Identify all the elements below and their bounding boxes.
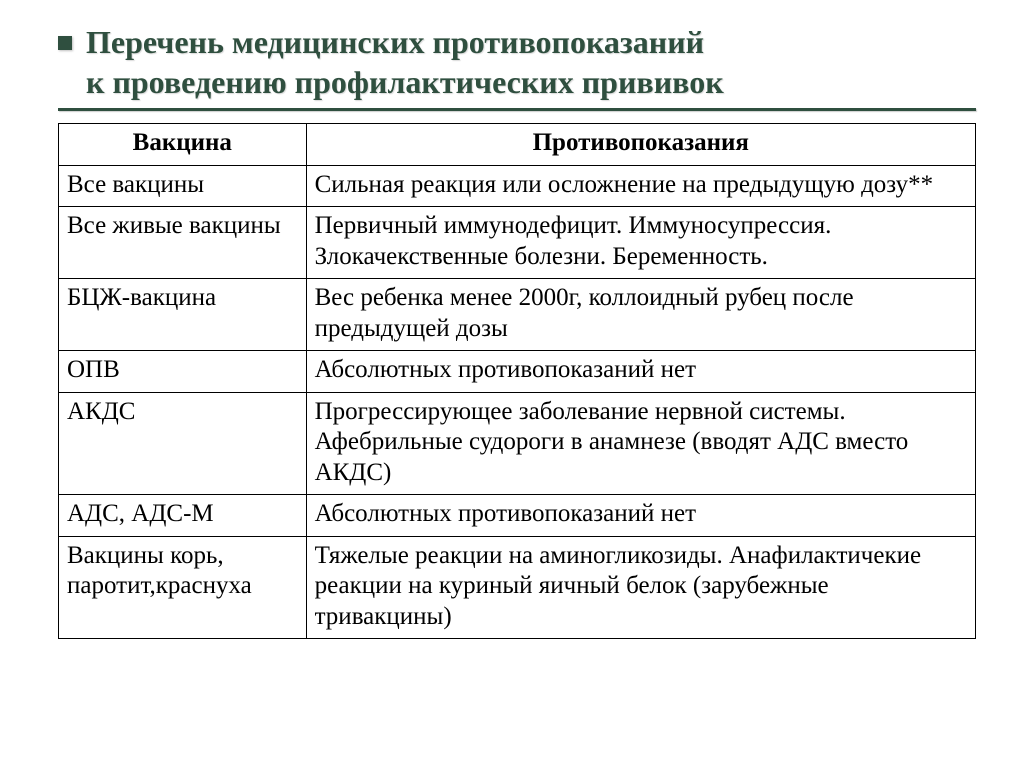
slide: { "title": { "line1": "Перечень медицинс… bbox=[0, 0, 1024, 768]
title-line1: Перечень медицинских противопоказаний bbox=[86, 24, 704, 60]
table-row: Все вакцины Сильная реакция или осложнен… bbox=[59, 165, 976, 207]
title-block: Перечень медицинских противопоказаний к … bbox=[58, 22, 976, 111]
cell-contra: Абсолютных противопоказаний нет bbox=[306, 351, 975, 393]
cell-contra: Сильная реакция или осложнение на предыд… bbox=[306, 165, 975, 207]
cell-vaccine: БЦЖ-вакцина bbox=[59, 279, 307, 351]
cell-vaccine: АДС, АДС-М bbox=[59, 495, 307, 537]
table-row: Все живые вакцины Первичный иммунодефици… bbox=[59, 207, 976, 279]
cell-contra: Первичный иммунодефицит. Иммуносупрессия… bbox=[306, 207, 975, 279]
cell-contra: Прогрессирующее заболевание нервной сист… bbox=[306, 392, 975, 495]
table-row: ОПВ Абсолютных противопоказаний нет bbox=[59, 351, 976, 393]
title-line2: к проведению профилактических прививок bbox=[86, 64, 724, 100]
col-header-vaccine: Вакцина bbox=[59, 124, 307, 166]
table-row: Вакцины корь, паротит,краснуха Тяжелые р… bbox=[59, 536, 976, 639]
table-header-row: Вакцина Противопоказания bbox=[59, 124, 976, 166]
title-underline bbox=[58, 108, 976, 111]
title-row: Перечень медицинских противопоказаний к … bbox=[58, 22, 976, 102]
cell-vaccine: АКДС bbox=[59, 392, 307, 495]
table-row: АКДС Прогрессирующее заболевание нервной… bbox=[59, 392, 976, 495]
cell-contra: Вес ребенка менее 2000г, коллоидный рубе… bbox=[306, 279, 975, 351]
table-row: БЦЖ-вакцина Вес ребенка менее 2000г, кол… bbox=[59, 279, 976, 351]
cell-contra: Тяжелые реакции на аминогликозиды. Анафи… bbox=[306, 536, 975, 639]
cell-vaccine: Все вакцины bbox=[59, 165, 307, 207]
cell-vaccine: Все живые вакцины bbox=[59, 207, 307, 279]
cell-vaccine: Вакцины корь, паротит,краснуха bbox=[59, 536, 307, 639]
cell-vaccine: ОПВ bbox=[59, 351, 307, 393]
col-header-contra: Противопоказания bbox=[306, 124, 975, 166]
slide-title: Перечень медицинских противопоказаний к … bbox=[86, 22, 724, 102]
table-row: АДС, АДС-М Абсолютных противопоказаний н… bbox=[59, 495, 976, 537]
cell-contra: Абсолютных противопоказаний нет bbox=[306, 495, 975, 537]
contraindications-table: Вакцина Противопоказания Все вакцины Сил… bbox=[58, 123, 976, 639]
bullet-icon bbox=[58, 36, 72, 50]
